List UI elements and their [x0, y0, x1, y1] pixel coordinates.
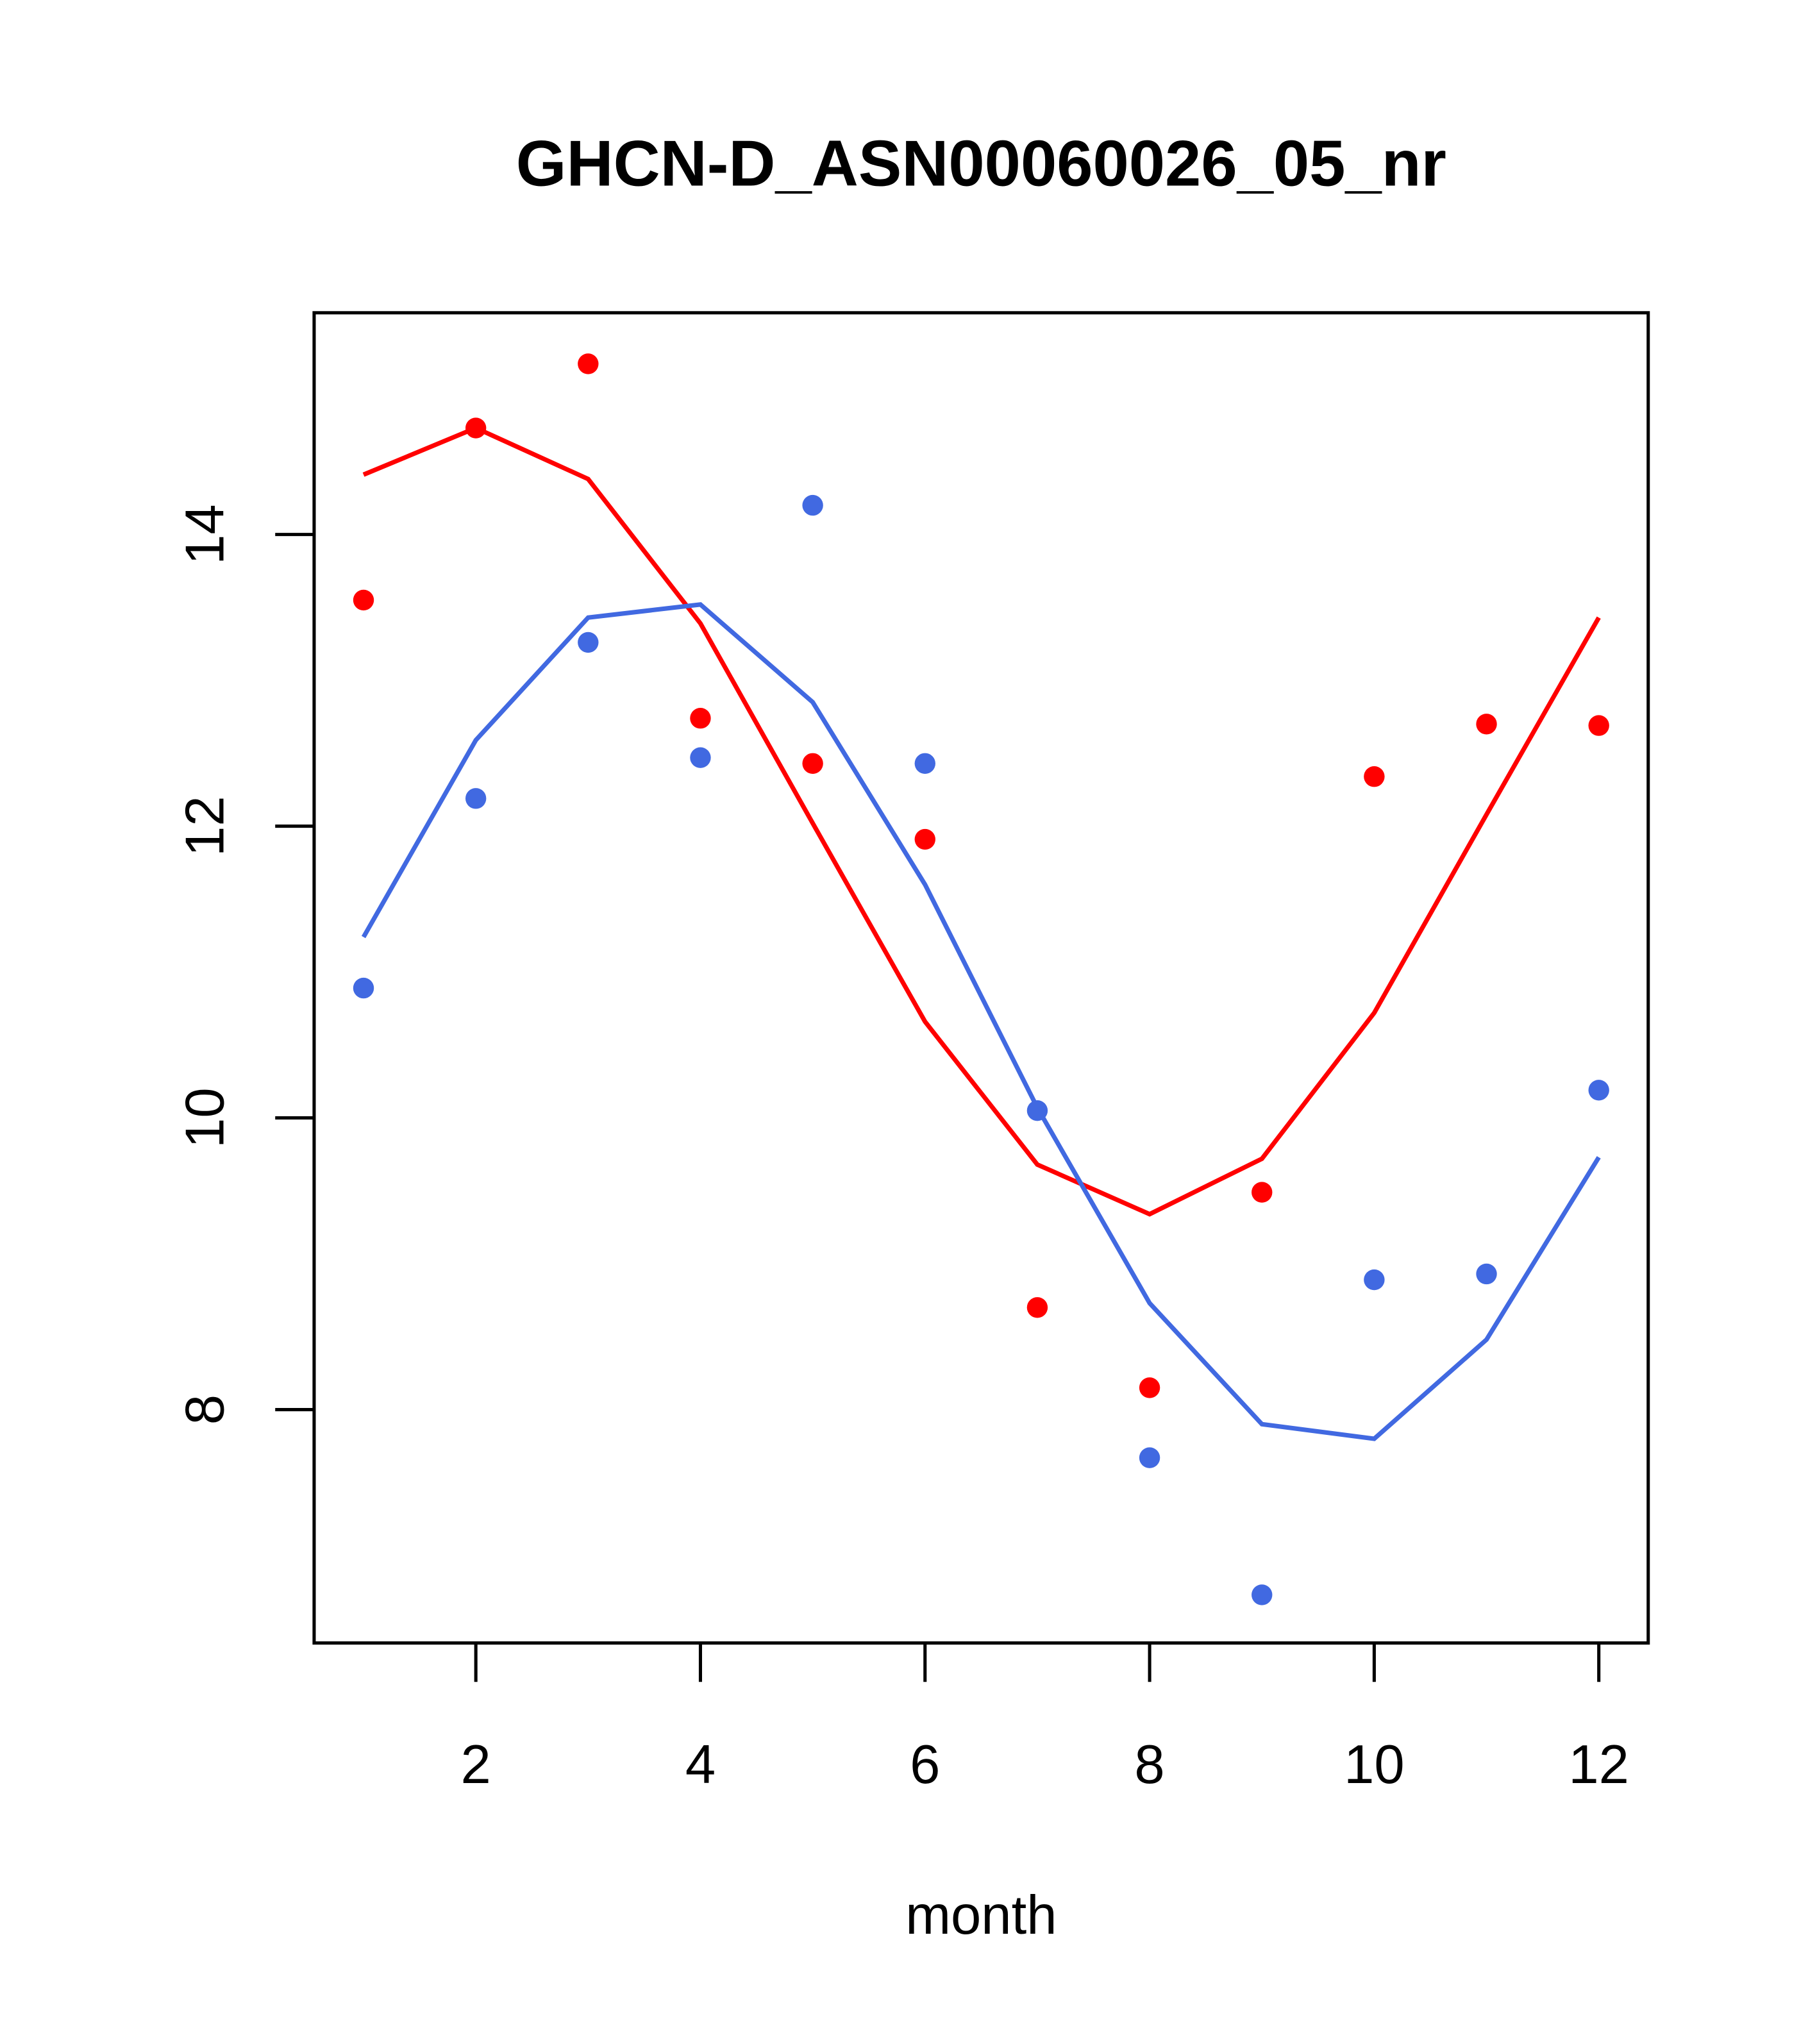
data-point — [1476, 714, 1497, 735]
data-point — [353, 589, 374, 611]
series-line-3 — [361, 602, 1601, 1441]
y-tick-label: 14 — [174, 504, 235, 565]
data-point — [1026, 1100, 1048, 1121]
x-tick-label: 4 — [685, 1734, 716, 1795]
data-point — [465, 788, 487, 809]
y-tick-label: 12 — [174, 796, 235, 857]
y-tick-label: 8 — [174, 1395, 235, 1425]
data-point — [1252, 1584, 1273, 1605]
data-point — [690, 708, 711, 729]
axes: 2 4 6 8 10 12 8 10 12 14 — [174, 504, 1629, 1795]
data-point — [1139, 1377, 1160, 1398]
data-point — [1588, 715, 1609, 736]
chart-title: GHCN-D_ASN00060026_05_nr — [516, 127, 1446, 199]
data-point — [802, 494, 823, 516]
data-point — [578, 353, 599, 374]
data-point — [1252, 1182, 1273, 1203]
data-point — [914, 828, 935, 850]
series-line-1 — [362, 425, 1601, 1217]
y-tick-label: 10 — [174, 1087, 235, 1148]
x-tick-label: 6 — [910, 1734, 940, 1795]
data-point — [465, 417, 487, 439]
series-layer — [353, 353, 1609, 1605]
data-point — [690, 747, 711, 768]
data-point — [1364, 766, 1385, 787]
data-point — [1139, 1447, 1160, 1468]
data-point — [1476, 1263, 1497, 1285]
data-point — [914, 753, 935, 774]
x-tick-label: 2 — [461, 1734, 491, 1795]
x-tick-label: 8 — [1134, 1734, 1164, 1795]
x-tick-label: 10 — [1344, 1734, 1405, 1795]
data-point — [578, 632, 599, 653]
data-point — [1588, 1080, 1609, 1101]
x-tick-label: 12 — [1568, 1734, 1629, 1795]
data-point — [802, 753, 823, 774]
data-point — [1026, 1297, 1048, 1318]
data-point — [353, 977, 374, 999]
plot-frame — [312, 311, 1650, 1645]
data-point — [1364, 1269, 1385, 1291]
x-axis-label: month — [905, 1885, 1057, 1946]
